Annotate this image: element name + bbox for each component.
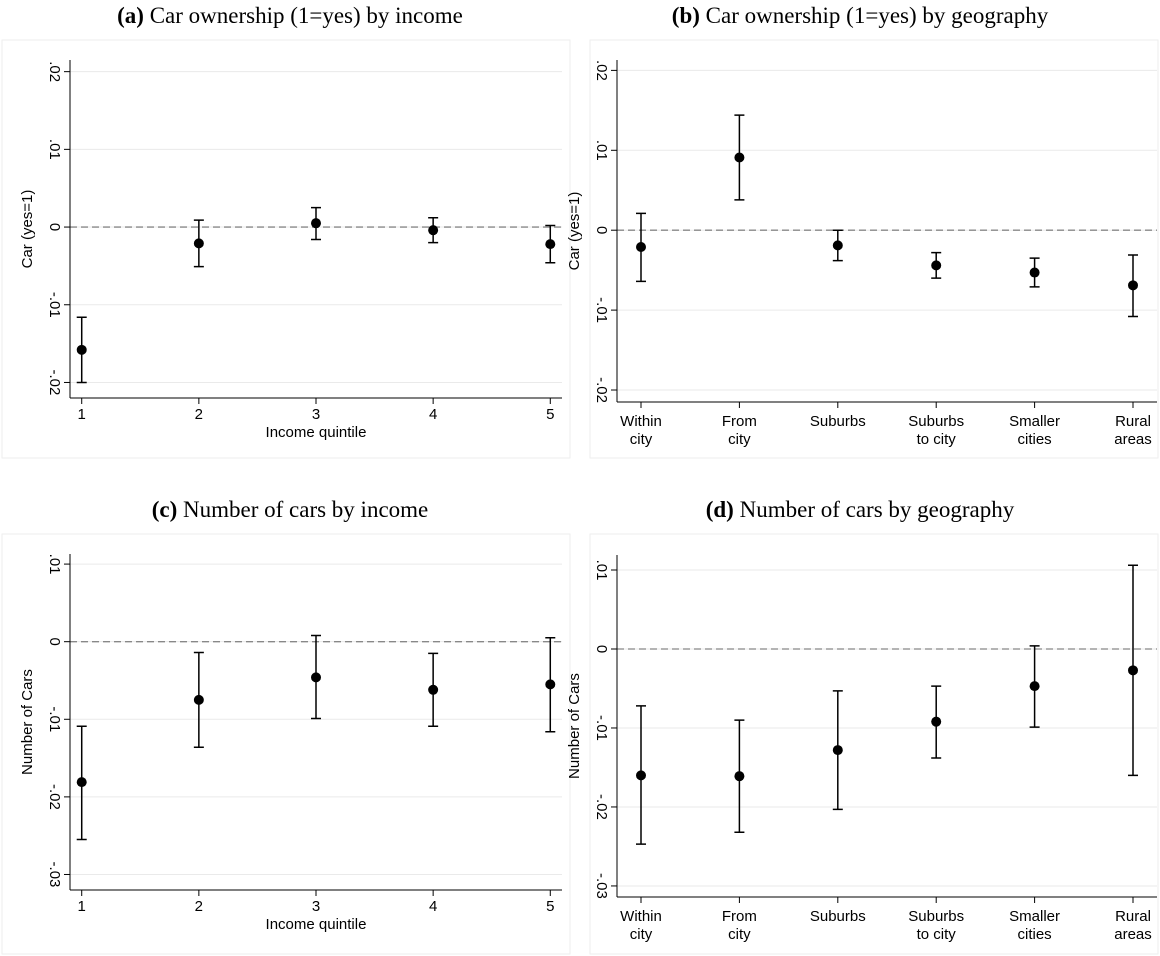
x-tick-label: 3 [312, 898, 320, 915]
x-tick-label: 4 [429, 898, 437, 915]
y-tick-label: -.01 [593, 297, 610, 323]
point [931, 716, 942, 727]
y-tick-label: .02 [593, 60, 610, 81]
panel-frame [1, 533, 571, 955]
x-tick-label: 5 [546, 406, 554, 423]
x-tick-label: 1 [78, 898, 86, 915]
point [311, 672, 321, 683]
panel-title-text: Number of cars by geography [740, 497, 1015, 522]
x-tick-label: From city [722, 908, 757, 943]
y-axis-label: Number of Cars [19, 669, 36, 775]
point [734, 771, 745, 782]
point [1029, 267, 1040, 278]
panel-title: (b) Car ownership (1=yes) by geography [672, 3, 1049, 28]
panel-frame [589, 533, 1159, 955]
y-tick-label: 0 [593, 645, 610, 653]
x-tick-label: Suburbs [810, 413, 866, 430]
x-tick-label: Rural areas [1114, 908, 1152, 943]
point [545, 679, 556, 690]
x-tick-label: 1 [78, 406, 86, 423]
panel-title: (d) Number of cars by geography [706, 497, 1015, 522]
y-tick-label: -.01 [593, 715, 610, 741]
point [193, 694, 204, 705]
panel-label: (c) [152, 497, 178, 522]
x-tick-label: Rural areas [1114, 413, 1152, 448]
y-tick-label: 0 [593, 226, 610, 234]
point [193, 238, 204, 249]
point [931, 260, 942, 271]
y-tick-label: .01 [46, 139, 63, 160]
point [311, 218, 321, 229]
point [832, 240, 843, 251]
panel-label: (b) [672, 3, 700, 28]
y-axis-label: Number of Cars [566, 673, 583, 779]
point [76, 344, 87, 355]
x-tick-label: Within city [620, 908, 662, 943]
y-tick-label: -.03 [593, 873, 610, 899]
panel-label: (d) [706, 497, 734, 522]
point [832, 745, 843, 756]
y-tick-label: .02 [46, 61, 63, 82]
x-tick-label: Suburbs [810, 908, 866, 925]
y-axis-label: Car (yes=1) [566, 192, 583, 271]
panel-title-text: Car ownership (1=yes) by income [150, 3, 463, 28]
point [636, 241, 646, 252]
panel-title: (a) Car ownership (1=yes) by income [117, 3, 463, 28]
y-tick-label: .01 [593, 140, 610, 161]
x-axis-label: Income quintile [266, 424, 367, 441]
x-tick-label: 3 [312, 406, 320, 423]
y-axis-label: Car (yes=1) [19, 190, 36, 269]
point [428, 225, 439, 236]
x-tick-label: Smaller cities [1009, 413, 1060, 448]
point [545, 239, 556, 250]
point [1128, 280, 1138, 291]
x-tick-label: From city [722, 413, 757, 448]
y-tick-label: .01 [593, 560, 610, 581]
point [734, 152, 745, 163]
panel-title-text: Car ownership (1=yes) by geography [706, 3, 1049, 28]
x-axis-label: Income quintile [266, 916, 367, 933]
y-tick-label: 0 [46, 223, 63, 231]
x-tick-label: 5 [546, 898, 554, 915]
point [76, 777, 87, 788]
point [428, 684, 439, 695]
x-tick-label: Smaller cities [1009, 908, 1060, 943]
y-tick-label: -.02 [593, 377, 610, 403]
x-tick-label: Suburbs to city [908, 908, 964, 943]
x-tick-label: Suburbs to city [908, 413, 964, 448]
x-tick-label: 4 [429, 406, 437, 423]
y-tick-label: 0 [46, 638, 63, 646]
x-tick-label: 2 [195, 406, 203, 423]
panel-title-text: Number of cars by income [183, 497, 428, 522]
panel-title: (c) Number of cars by income [152, 497, 429, 522]
y-tick-label: -.02 [46, 370, 63, 396]
panel-frame [1, 39, 571, 459]
y-tick-label: -.01 [46, 292, 63, 318]
y-tick-label: -.02 [593, 794, 610, 820]
panel-frame [589, 39, 1159, 459]
x-tick-label: 2 [195, 898, 203, 915]
x-tick-label: Within city [620, 413, 662, 448]
point [636, 770, 646, 781]
y-tick-label: -.03 [46, 862, 63, 888]
panel-label: (a) [117, 3, 144, 28]
point [1128, 665, 1138, 676]
y-tick-label: -.01 [46, 706, 63, 732]
y-tick-label: .01 [46, 554, 63, 575]
point [1029, 681, 1040, 692]
y-tick-label: -.02 [46, 784, 63, 810]
